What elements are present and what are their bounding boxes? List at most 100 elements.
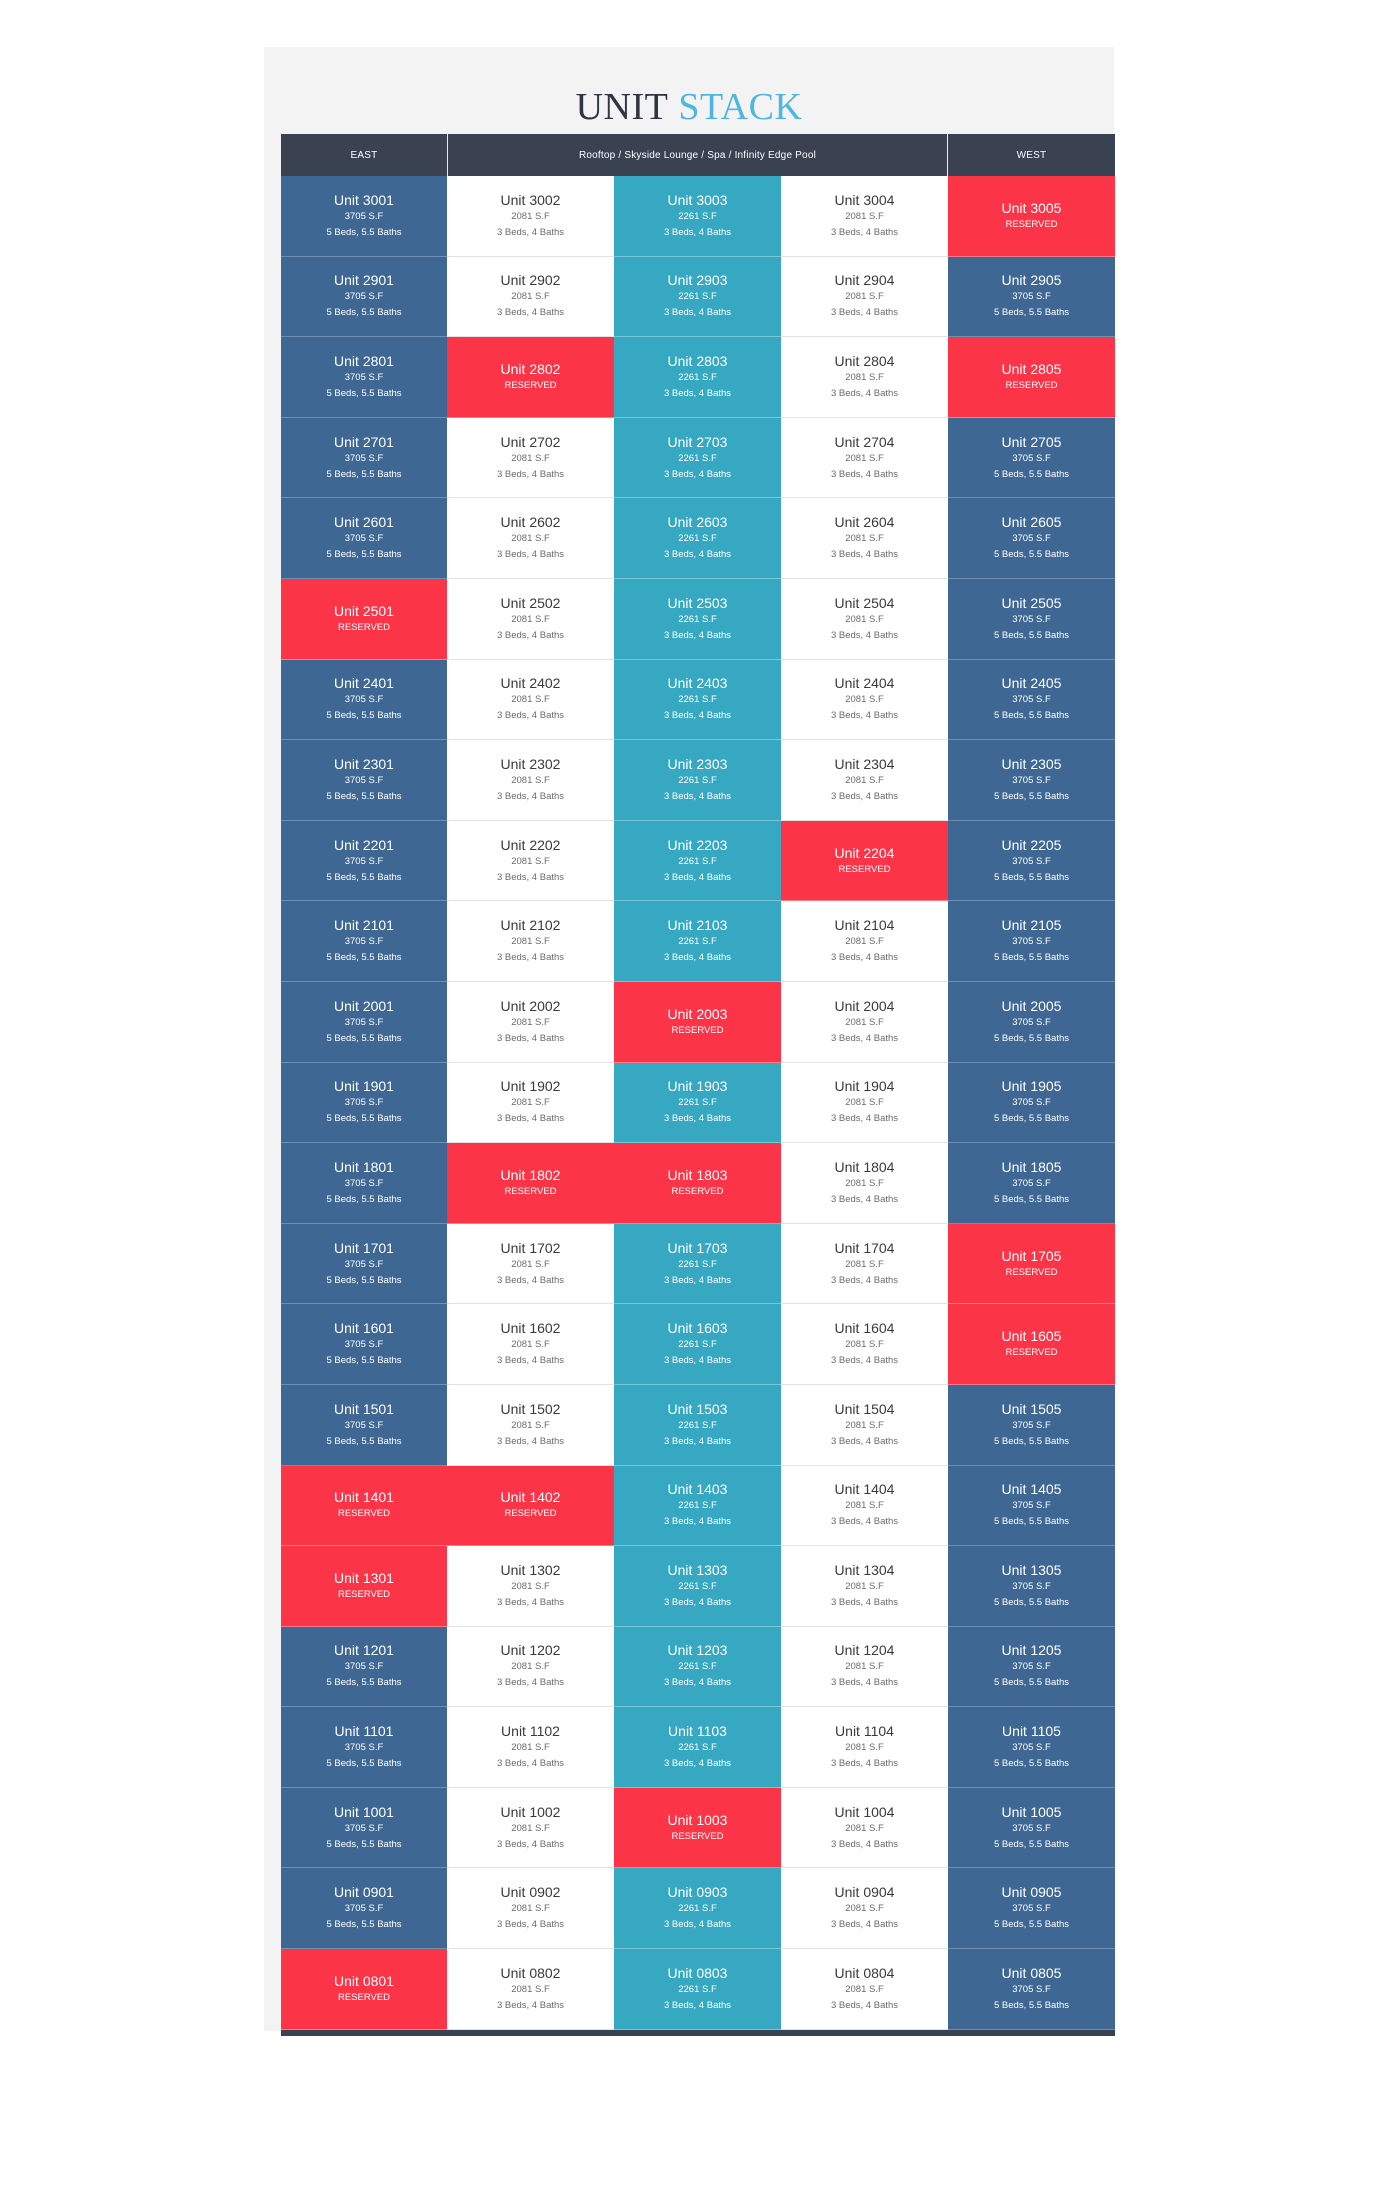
unit-cell[interactable]: Unit 1401 RESERVED bbox=[281, 1465, 447, 1547]
unit-cell[interactable]: Unit 1903 2261 S.F 3 Beds, 4 Baths bbox=[614, 1062, 781, 1144]
unit-cell[interactable]: Unit 1004 2081 S.F 3 Beds, 4 Baths bbox=[781, 1787, 948, 1869]
unit-cell[interactable]: Unit 1803 RESERVED bbox=[614, 1143, 781, 1224]
unit-cell[interactable]: Unit 1404 2081 S.F 3 Beds, 4 Baths bbox=[781, 1465, 948, 1547]
unit-cell[interactable]: Unit 1905 3705 S.F 5 Beds, 5.5 Baths bbox=[948, 1062, 1115, 1144]
unit-cell[interactable]: Unit 1503 2261 S.F 3 Beds, 4 Baths bbox=[614, 1384, 781, 1466]
unit-cell[interactable]: Unit 2005 3705 S.F 5 Beds, 5.5 Baths bbox=[948, 981, 1115, 1063]
unit-cell[interactable]: Unit 2402 2081 S.F 3 Beds, 4 Baths bbox=[447, 659, 614, 741]
unit-cell[interactable]: Unit 2003 RESERVED bbox=[614, 981, 781, 1063]
unit-cell[interactable]: Unit 1302 2081 S.F 3 Beds, 4 Baths bbox=[447, 1546, 614, 1627]
unit-cell[interactable]: Unit 2101 3705 S.F 5 Beds, 5.5 Baths bbox=[281, 901, 447, 982]
unit-cell[interactable]: Unit 1504 2081 S.F 3 Beds, 4 Baths bbox=[781, 1384, 948, 1466]
unit-cell[interactable]: Unit 0901 3705 S.F 5 Beds, 5.5 Baths bbox=[281, 1868, 447, 1950]
unit-cell[interactable]: Unit 1402 RESERVED bbox=[447, 1465, 614, 1547]
unit-cell[interactable]: Unit 3005 RESERVED bbox=[948, 176, 1115, 257]
unit-cell[interactable]: Unit 0905 3705 S.F 5 Beds, 5.5 Baths bbox=[948, 1868, 1115, 1950]
unit-cell[interactable]: Unit 0904 2081 S.F 3 Beds, 4 Baths bbox=[781, 1868, 948, 1950]
unit-cell[interactable]: Unit 2001 3705 S.F 5 Beds, 5.5 Baths bbox=[281, 981, 447, 1063]
unit-cell[interactable]: Unit 1201 3705 S.F 5 Beds, 5.5 Baths bbox=[281, 1626, 447, 1708]
unit-cell[interactable]: Unit 1305 3705 S.F 5 Beds, 5.5 Baths bbox=[948, 1546, 1115, 1627]
unit-cell[interactable]: Unit 2401 3705 S.F 5 Beds, 5.5 Baths bbox=[281, 659, 447, 741]
unit-cell[interactable]: Unit 2805 RESERVED bbox=[948, 337, 1115, 418]
unit-cell[interactable]: Unit 1203 2261 S.F 3 Beds, 4 Baths bbox=[614, 1626, 781, 1708]
unit-cell[interactable]: Unit 1502 2081 S.F 3 Beds, 4 Baths bbox=[447, 1384, 614, 1466]
unit-cell[interactable]: Unit 2004 2081 S.F 3 Beds, 4 Baths bbox=[781, 981, 948, 1063]
unit-cell[interactable]: Unit 2002 2081 S.F 3 Beds, 4 Baths bbox=[447, 981, 614, 1063]
unit-cell[interactable]: Unit 2502 2081 S.F 3 Beds, 4 Baths bbox=[447, 578, 614, 660]
unit-cell[interactable]: Unit 0804 2081 S.F 3 Beds, 4 Baths bbox=[781, 1949, 948, 2030]
unit-cell[interactable]: Unit 1103 2261 S.F 3 Beds, 4 Baths bbox=[614, 1707, 781, 1788]
unit-cell[interactable]: Unit 2902 2081 S.F 3 Beds, 4 Baths bbox=[447, 256, 614, 338]
unit-cell[interactable]: Unit 2202 2081 S.F 3 Beds, 4 Baths bbox=[447, 820, 614, 902]
unit-cell[interactable]: Unit 1501 3705 S.F 5 Beds, 5.5 Baths bbox=[281, 1384, 447, 1466]
unit-cell[interactable]: Unit 2403 2261 S.F 3 Beds, 4 Baths bbox=[614, 659, 781, 741]
unit-cell[interactable]: Unit 2301 3705 S.F 5 Beds, 5.5 Baths bbox=[281, 740, 447, 821]
unit-cell[interactable]: Unit 1104 2081 S.F 3 Beds, 4 Baths bbox=[781, 1707, 948, 1788]
unit-cell[interactable]: Unit 1902 2081 S.F 3 Beds, 4 Baths bbox=[447, 1062, 614, 1144]
unit-cell[interactable]: Unit 2701 3705 S.F 5 Beds, 5.5 Baths bbox=[281, 417, 447, 499]
unit-cell[interactable]: Unit 2901 3705 S.F 5 Beds, 5.5 Baths bbox=[281, 256, 447, 338]
unit-cell[interactable]: Unit 1405 3705 S.F 5 Beds, 5.5 Baths bbox=[948, 1465, 1115, 1547]
unit-cell[interactable]: Unit 1105 3705 S.F 5 Beds, 5.5 Baths bbox=[948, 1707, 1115, 1788]
unit-cell[interactable]: Unit 0802 2081 S.F 3 Beds, 4 Baths bbox=[447, 1949, 614, 2030]
unit-cell[interactable]: Unit 2104 2081 S.F 3 Beds, 4 Baths bbox=[781, 901, 948, 982]
unit-cell[interactable]: Unit 1901 3705 S.F 5 Beds, 5.5 Baths bbox=[281, 1062, 447, 1144]
unit-cell[interactable]: Unit 1801 3705 S.F 5 Beds, 5.5 Baths bbox=[281, 1143, 447, 1224]
unit-cell[interactable]: Unit 1804 2081 S.F 3 Beds, 4 Baths bbox=[781, 1143, 948, 1224]
unit-cell[interactable]: Unit 1005 3705 S.F 5 Beds, 5.5 Baths bbox=[948, 1787, 1115, 1869]
unit-cell[interactable]: Unit 1802 RESERVED bbox=[447, 1143, 614, 1224]
unit-cell[interactable]: Unit 2602 2081 S.F 3 Beds, 4 Baths bbox=[447, 498, 614, 579]
unit-cell[interactable]: Unit 2405 3705 S.F 5 Beds, 5.5 Baths bbox=[948, 659, 1115, 741]
unit-cell[interactable]: Unit 1202 2081 S.F 3 Beds, 4 Baths bbox=[447, 1626, 614, 1708]
unit-cell[interactable]: Unit 1301 RESERVED bbox=[281, 1546, 447, 1627]
unit-cell[interactable]: Unit 3001 3705 S.F 5 Beds, 5.5 Baths bbox=[281, 176, 447, 257]
unit-cell[interactable]: Unit 2601 3705 S.F 5 Beds, 5.5 Baths bbox=[281, 498, 447, 579]
unit-cell[interactable]: Unit 2905 3705 S.F 5 Beds, 5.5 Baths bbox=[948, 256, 1115, 338]
unit-cell[interactable]: Unit 3002 2081 S.F 3 Beds, 4 Baths bbox=[447, 176, 614, 257]
unit-cell[interactable]: Unit 1702 2081 S.F 3 Beds, 4 Baths bbox=[447, 1223, 614, 1305]
unit-cell[interactable]: Unit 3004 2081 S.F 3 Beds, 4 Baths bbox=[781, 176, 948, 257]
unit-cell[interactable]: Unit 2504 2081 S.F 3 Beds, 4 Baths bbox=[781, 578, 948, 660]
unit-cell[interactable]: Unit 1605 RESERVED bbox=[948, 1304, 1115, 1385]
unit-cell[interactable]: Unit 1101 3705 S.F 5 Beds, 5.5 Baths bbox=[281, 1707, 447, 1788]
unit-cell[interactable]: Unit 1001 3705 S.F 5 Beds, 5.5 Baths bbox=[281, 1787, 447, 1869]
unit-cell[interactable]: Unit 2501 RESERVED bbox=[281, 578, 447, 660]
unit-cell[interactable]: Unit 2203 2261 S.F 3 Beds, 4 Baths bbox=[614, 820, 781, 902]
unit-cell[interactable]: Unit 2302 2081 S.F 3 Beds, 4 Baths bbox=[447, 740, 614, 821]
unit-cell[interactable]: Unit 2303 2261 S.F 3 Beds, 4 Baths bbox=[614, 740, 781, 821]
unit-cell[interactable]: Unit 0801 RESERVED bbox=[281, 1949, 447, 2030]
unit-cell[interactable]: Unit 3003 2261 S.F 3 Beds, 4 Baths bbox=[614, 176, 781, 257]
unit-cell[interactable]: Unit 2103 2261 S.F 3 Beds, 4 Baths bbox=[614, 901, 781, 982]
unit-cell[interactable]: Unit 2903 2261 S.F 3 Beds, 4 Baths bbox=[614, 256, 781, 338]
unit-cell[interactable]: Unit 1904 2081 S.F 3 Beds, 4 Baths bbox=[781, 1062, 948, 1144]
unit-cell[interactable]: Unit 0902 2081 S.F 3 Beds, 4 Baths bbox=[447, 1868, 614, 1950]
unit-cell[interactable]: Unit 2603 2261 S.F 3 Beds, 4 Baths bbox=[614, 498, 781, 579]
unit-cell[interactable]: Unit 2505 3705 S.F 5 Beds, 5.5 Baths bbox=[948, 578, 1115, 660]
unit-cell[interactable]: Unit 2604 2081 S.F 3 Beds, 4 Baths bbox=[781, 498, 948, 579]
unit-cell[interactable]: Unit 2304 2081 S.F 3 Beds, 4 Baths bbox=[781, 740, 948, 821]
unit-cell[interactable]: Unit 2204 RESERVED bbox=[781, 820, 948, 902]
unit-cell[interactable]: Unit 2205 3705 S.F 5 Beds, 5.5 Baths bbox=[948, 820, 1115, 902]
unit-cell[interactable]: Unit 1705 RESERVED bbox=[948, 1223, 1115, 1305]
unit-cell[interactable]: Unit 1604 2081 S.F 3 Beds, 4 Baths bbox=[781, 1304, 948, 1385]
unit-cell[interactable]: Unit 1703 2261 S.F 3 Beds, 4 Baths bbox=[614, 1223, 781, 1305]
unit-cell[interactable]: Unit 2404 2081 S.F 3 Beds, 4 Baths bbox=[781, 659, 948, 741]
unit-cell[interactable]: Unit 1102 2081 S.F 3 Beds, 4 Baths bbox=[447, 1707, 614, 1788]
unit-cell[interactable]: Unit 1303 2261 S.F 3 Beds, 4 Baths bbox=[614, 1546, 781, 1627]
unit-cell[interactable]: Unit 1701 3705 S.F 5 Beds, 5.5 Baths bbox=[281, 1223, 447, 1305]
unit-cell[interactable]: Unit 1003 RESERVED bbox=[614, 1787, 781, 1869]
unit-cell[interactable]: Unit 2904 2081 S.F 3 Beds, 4 Baths bbox=[781, 256, 948, 338]
unit-cell[interactable]: Unit 0805 3705 S.F 5 Beds, 5.5 Baths bbox=[948, 1949, 1115, 2030]
unit-cell[interactable]: Unit 2102 2081 S.F 3 Beds, 4 Baths bbox=[447, 901, 614, 982]
unit-cell[interactable]: Unit 1805 3705 S.F 5 Beds, 5.5 Baths bbox=[948, 1143, 1115, 1224]
unit-cell[interactable]: Unit 2605 3705 S.F 5 Beds, 5.5 Baths bbox=[948, 498, 1115, 579]
unit-cell[interactable]: Unit 1603 2261 S.F 3 Beds, 4 Baths bbox=[614, 1304, 781, 1385]
unit-cell[interactable]: Unit 0903 2261 S.F 3 Beds, 4 Baths bbox=[614, 1868, 781, 1950]
unit-cell[interactable]: Unit 2803 2261 S.F 3 Beds, 4 Baths bbox=[614, 337, 781, 418]
unit-cell[interactable]: Unit 2503 2261 S.F 3 Beds, 4 Baths bbox=[614, 578, 781, 660]
unit-cell[interactable]: Unit 1403 2261 S.F 3 Beds, 4 Baths bbox=[614, 1465, 781, 1547]
unit-cell[interactable]: Unit 2702 2081 S.F 3 Beds, 4 Baths bbox=[447, 417, 614, 499]
unit-cell[interactable]: Unit 2801 3705 S.F 5 Beds, 5.5 Baths bbox=[281, 337, 447, 418]
unit-cell[interactable]: Unit 1204 2081 S.F 3 Beds, 4 Baths bbox=[781, 1626, 948, 1708]
unit-cell[interactable]: Unit 1002 2081 S.F 3 Beds, 4 Baths bbox=[447, 1787, 614, 1869]
